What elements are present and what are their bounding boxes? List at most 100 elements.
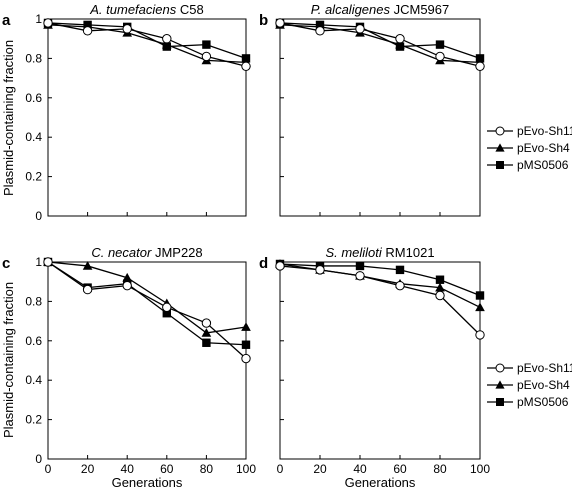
y-tick-label: 0.4 — [25, 373, 42, 387]
legend-marker-triangle — [495, 143, 505, 152]
data-point-circle — [43, 18, 53, 28]
series-line-circle — [47, 22, 247, 67]
data-point-circle — [275, 18, 285, 28]
data-point-triangle — [241, 322, 251, 331]
y-axis-title-top: Plasmid-containing fraction — [1, 40, 16, 196]
data-point-circle — [43, 257, 53, 267]
panel-title-strain: JMP228 — [151, 245, 202, 260]
y-tick-label: 0.8 — [25, 294, 42, 308]
legend-label: pEvo-Sh4 — [517, 378, 570, 392]
plot-frame — [279, 261, 481, 460]
data-point-circle — [315, 265, 325, 275]
data-point-square — [435, 40, 445, 49]
x-tick-label: 60 — [160, 462, 174, 476]
series-line-triangle — [47, 24, 247, 63]
series-line-triangle — [47, 261, 247, 334]
data-point-circle — [435, 51, 445, 62]
y-tick-label: 0 — [35, 209, 42, 223]
y-tick-label: 0 — [35, 452, 42, 466]
data-point-triangle — [82, 261, 93, 270]
panel-title-species: A. tumefaciens — [89, 2, 176, 17]
panel-letter: d — [259, 255, 268, 272]
y-tick-label: 1 — [35, 12, 42, 26]
data-point-circle — [122, 280, 132, 291]
legend-label: pEvo-Sh4 — [517, 141, 570, 155]
panel-c: c C. necator JMP228 0 0.2 0.4 0.6 0.8 1 0 20 40 60 8… — [2, 245, 256, 488]
x-tick-label: 40 — [121, 462, 135, 476]
data-point-circle — [355, 271, 365, 281]
plot-frame — [47, 18, 247, 217]
x-tick-label: 80 — [200, 462, 214, 476]
y-tick-label: 0.2 — [25, 413, 42, 427]
y-tick-label: 1 — [35, 255, 42, 269]
x-tick-label: 0 — [277, 462, 284, 476]
data-point-circle — [275, 261, 285, 271]
x-axis-title: Generations — [345, 475, 416, 488]
panel-title: C. necator JMP228 — [91, 245, 202, 260]
data-point-circle — [395, 34, 405, 44]
plot-frame — [279, 18, 481, 217]
series-line-square — [279, 22, 481, 60]
x-axis-title: Generations — [112, 475, 183, 488]
series-line-triangle — [279, 24, 481, 63]
series-line-circle — [47, 261, 247, 360]
series-line-circle — [279, 22, 481, 67]
panel-title-strain: C58 — [176, 2, 203, 17]
panel-a: a A. tumefaciens C58 0 0.2 0.4 0.6 0.8 1 — [2, 2, 251, 223]
data-point-circle — [435, 290, 445, 301]
data-point-square — [202, 40, 211, 49]
data-point-circle — [82, 284, 93, 295]
panel-d: d S. meliloti RM1021 0 20 40 60 80 100 Generatio… — [259, 245, 572, 488]
panel-title: P. alcaligenes JCM5967 — [311, 2, 450, 17]
legend-label: pEvo-Sh11 — [517, 361, 572, 375]
series-line-square — [47, 22, 247, 60]
series-line-circle — [279, 265, 481, 336]
data-point-circle — [162, 34, 172, 44]
data-point-triangle — [435, 282, 445, 292]
panel-title: A. tumefaciens C58 — [89, 2, 203, 17]
data-point-square — [475, 291, 485, 300]
data-point-circle — [315, 26, 325, 36]
data-point-square — [202, 338, 211, 347]
data-point-square — [395, 265, 405, 275]
series-line-square — [47, 261, 247, 346]
series-line-triangle — [279, 263, 481, 308]
y-tick-label: 0.6 — [25, 91, 42, 105]
x-tick-label: 40 — [353, 462, 367, 476]
legend-marker-circle — [495, 126, 505, 136]
data-point-triangle — [475, 302, 485, 312]
data-point-square — [355, 261, 365, 271]
data-point-triangle — [395, 39, 405, 49]
data-point-circle — [355, 24, 365, 34]
data-point-circle — [162, 302, 172, 313]
legend-label: pMS0506 — [517, 395, 569, 409]
panel-title-strain: RM1021 — [382, 245, 435, 260]
data-point-square — [162, 309, 171, 318]
x-tick-label: 80 — [433, 462, 447, 476]
data-point-circle — [201, 318, 212, 328]
y-axis-title-bottom: Plasmid-containing fraction — [1, 282, 16, 438]
x-tick-label: 0 — [45, 462, 52, 476]
panel-letter: b — [259, 12, 268, 29]
data-point-triangle — [122, 272, 133, 282]
legend-label: pMS0506 — [517, 158, 569, 172]
legend: pEvo-Sh11 pEvo-Sh4 pMS0506 — [487, 361, 572, 409]
data-point-circle — [122, 24, 132, 34]
x-tick-label: 100 — [470, 462, 490, 476]
data-point-circle — [395, 280, 405, 291]
data-point-triangle — [161, 39, 172, 49]
panel-title: S. meliloti RM1021 — [325, 245, 434, 260]
data-point-square — [435, 275, 445, 284]
legend-marker-square — [496, 161, 504, 169]
data-point-circle — [241, 353, 251, 364]
data-point-square — [241, 340, 251, 349]
panel-letter: a — [2, 12, 11, 29]
x-tick-label: 20 — [313, 462, 327, 476]
x-tick-label: 60 — [393, 462, 407, 476]
data-point-triangle — [201, 328, 212, 337]
legend-label: pEvo-Sh11 — [517, 124, 572, 138]
series-line-square — [279, 263, 481, 297]
x-tick-label: 100 — [236, 462, 256, 476]
